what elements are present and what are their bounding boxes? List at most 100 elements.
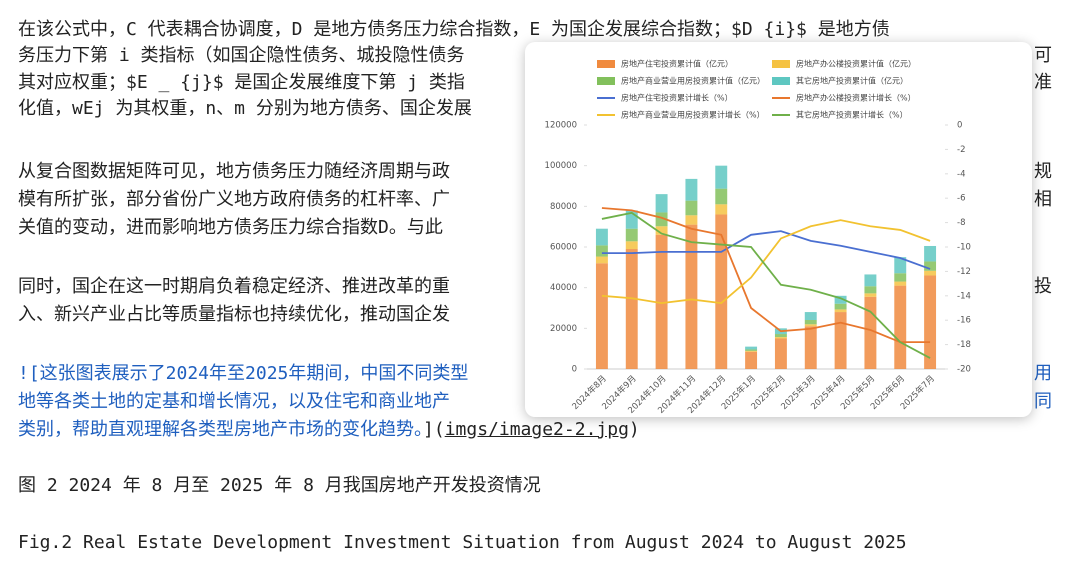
bar-segment: [685, 215, 698, 225]
legend-label: 房地产办公楼投资累计增长（%）: [796, 93, 916, 103]
y2-tick-label: -20: [957, 365, 971, 375]
bar-segment: [924, 275, 937, 369]
text-fragment: 同: [1034, 391, 1052, 412]
y2-tick-label: -16: [957, 316, 971, 326]
y2-tick-label: -8: [957, 218, 965, 228]
bar-segment: [804, 324, 817, 327]
y-tick-label: 60000: [550, 243, 577, 253]
image-path: imgs/image2-2.jpg: [444, 419, 629, 440]
link-bracket: ](: [423, 419, 445, 440]
y-tick-label: 120000: [545, 121, 577, 131]
bar-segment: [685, 200, 698, 216]
bar-segment: [924, 245, 937, 262]
image-link-line: ![这张图表展示了2024年至2025年期间，中国不同类型: [18, 363, 469, 384]
legend-label: 房地产住宅投资累计增长（%）: [621, 93, 733, 103]
text-fragment: 规: [1034, 161, 1052, 182]
line-series: [601, 207, 931, 344]
bar-segment: [864, 296, 877, 369]
bar-segment: [655, 194, 668, 213]
bar-segment: [655, 226, 668, 235]
bar-segment: [715, 188, 728, 205]
bar-segment: [625, 241, 638, 250]
bar-segment: [655, 234, 668, 369]
y2-tick-label: 0: [957, 121, 962, 131]
legend-swatch: [597, 60, 615, 68]
bar-segment: [894, 285, 907, 369]
text-fragment: 可: [1034, 45, 1052, 66]
line-series: [601, 230, 931, 270]
bar-segment: [595, 263, 608, 369]
bar-segment: [864, 274, 877, 287]
text-line: 关值的变动，进而影响地方债务压力综合指数D。与此: [18, 217, 443, 238]
y-tick-label: 40000: [550, 283, 577, 293]
bar-segment: [894, 257, 907, 274]
y-tick-label: 0: [572, 365, 577, 375]
bar-segment: [745, 351, 758, 369]
bar-segment: [715, 204, 728, 215]
bar-segment: [625, 249, 638, 369]
bar-segment: [804, 326, 817, 369]
bar-segment: [774, 334, 787, 338]
bar-segment: [774, 338, 787, 369]
bar-segment: [595, 228, 608, 246]
bar-segment: [715, 214, 728, 369]
bar-segment: [685, 178, 698, 201]
bar-segment: [894, 273, 907, 282]
bar-segment: [625, 210, 638, 229]
bar-segment: [685, 224, 698, 369]
y2-tick-label: -10: [957, 243, 971, 253]
y-tick-label: 100000: [545, 161, 577, 171]
text-line: 化值，wEj 为其权重，n、m 分别为地方债务、国企发展: [18, 98, 472, 119]
y2-tick-label: -12: [957, 267, 971, 277]
text-line: 从复合图数据矩阵可见，地方债务压力随经济周期与政: [18, 161, 450, 182]
y-tick-label: 80000: [550, 202, 577, 212]
image-link-line: 地等各类土地的定基和增长情况，以及住宅和商业地产: [18, 391, 450, 412]
legend-label: 其它房地产投资累计增长（%）: [796, 110, 908, 120]
bar-segment: [864, 293, 877, 297]
text-fragment: 投: [1034, 276, 1052, 297]
y2-tick-label: -6: [957, 194, 965, 204]
bar-segment: [715, 165, 728, 189]
bar-segment: [655, 212, 668, 227]
bar-segment: [745, 349, 758, 351]
text-line: 同时，国企在这一时期肩负着稳定经济、推进改革的重: [18, 276, 450, 297]
figure-caption-cn: 图 2 2024 年 8 月至 2025 年 8 月我国房地产开发投资情况: [18, 475, 541, 496]
y2-tick-label: -2: [957, 145, 965, 155]
bar-segment: [595, 245, 608, 257]
image-link-line: 类别，帮助直观理解各类型房地产市场的变化趋势。](imgs/image2-2.j…: [18, 418, 640, 442]
legend-swatch: [772, 60, 790, 68]
figure-caption-en: Fig.2 Real Estate Development Investment…: [18, 532, 907, 553]
y2-tick-label: -4: [957, 169, 965, 179]
text-line: 务压力下第 i 类指标（如国企隐性债务、城投隐性债务: [18, 45, 465, 66]
text-fragment: 准: [1034, 72, 1052, 93]
line-series: [601, 211, 931, 359]
text-line: 其对应权重；$E _ {j}$ 是国企发展维度下第 j 类指: [18, 72, 465, 93]
bar-segment: [595, 256, 608, 264]
y-tick-label: 20000: [550, 324, 577, 334]
bar-segment: [864, 286, 877, 294]
line-series: [601, 219, 931, 305]
bar-segment: [834, 309, 847, 313]
text-line: 在该公式中，C 代表耦合协调度，D 是地方债务压力综合指数，E 为国企发展综合指…: [18, 19, 890, 40]
legend-label: 房地产住宅投资累计值（亿元）: [621, 59, 733, 69]
text-line: 模有所扩张，部分省份广义地方政府债务的杠杆率、广: [18, 189, 450, 210]
image-preview: 0 20000 40000 60000 80000 100000 120000 0 -2 -4 -6…: [525, 42, 1032, 417]
chart: 0 20000 40000 60000 80000 100000 120000 0 -2 -4 -6…: [545, 59, 971, 416]
legend-label: 房地产商业营业用房投资累计增长（%）: [621, 110, 765, 120]
bar-segment: [745, 350, 758, 352]
y2-tick-label: -18: [957, 340, 971, 350]
legend-label: 房地产商业营业用房投资累计值（亿元）: [621, 76, 765, 86]
bar-segment: [834, 312, 847, 369]
bar-segment: [804, 319, 817, 325]
bar-segment: [774, 337, 787, 339]
legend-label: 房地产办公楼投资累计值（亿元）: [796, 59, 916, 69]
text-fragment: 用: [1034, 363, 1052, 384]
bar-segment: [834, 303, 847, 310]
bar-segment: [924, 261, 937, 271]
image-alt-text: 类别，帮助直观理解各类型房地产市场的变化趋势。: [18, 419, 423, 440]
bar-segment: [834, 295, 847, 304]
bar-segment: [924, 270, 937, 276]
y2-tick-label: -14: [957, 291, 971, 301]
link-bracket: ): [628, 419, 640, 440]
